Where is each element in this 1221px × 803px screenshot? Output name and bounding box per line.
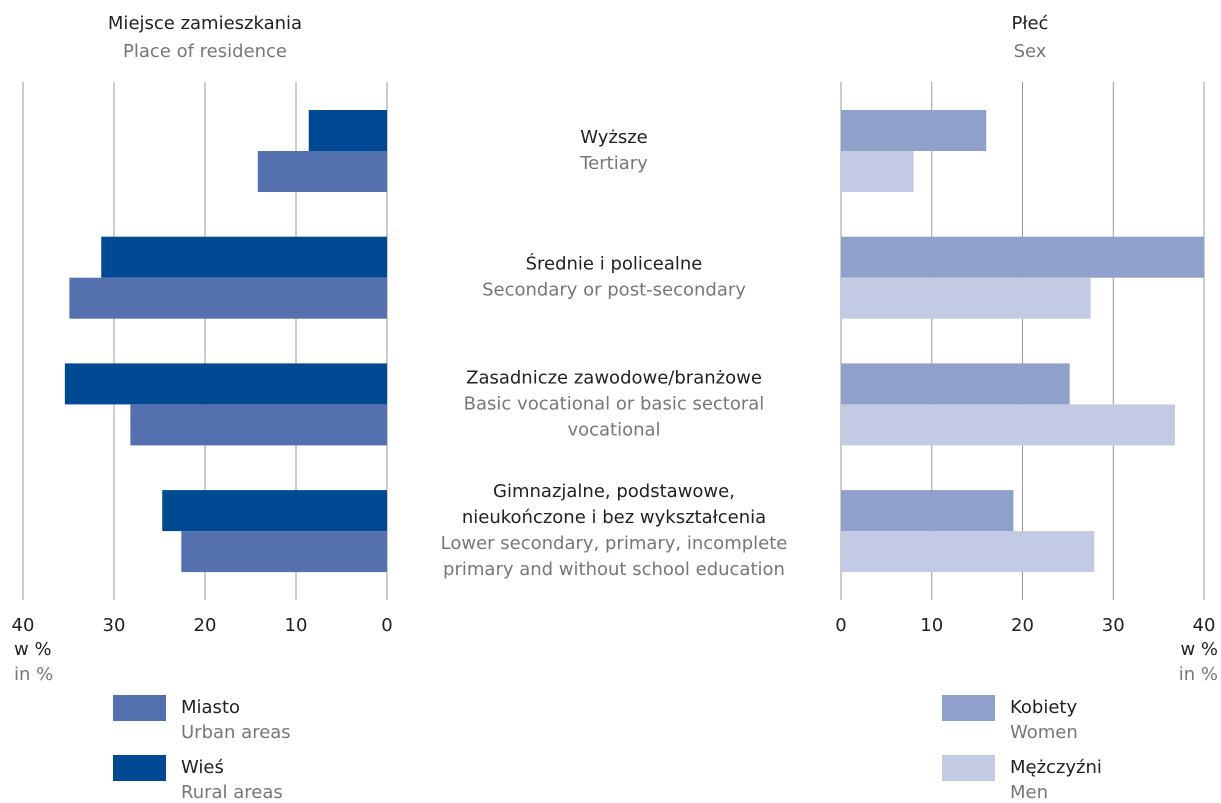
- category-label: Secondary or post-secondary: [482, 280, 746, 301]
- category-label: Wyższe: [580, 127, 647, 148]
- category-label: Gimnazjalne, podstawowe,: [493, 481, 735, 502]
- category-label: Zasadnicze zawodowe/branżowe: [466, 367, 762, 388]
- category-label: vocational: [567, 419, 660, 440]
- category-label: primary and without school education: [443, 559, 785, 580]
- x-tick-label: 30: [103, 615, 126, 636]
- axis-label: in %: [1179, 664, 1218, 685]
- category-label: Basic vocational or basic sectoral: [464, 393, 765, 414]
- legend-swatch: [942, 755, 995, 781]
- chart-title: Miejsce zamieszkania: [108, 13, 302, 34]
- category-label: Średnie i policealne: [526, 253, 703, 275]
- x-tick-label: 10: [920, 615, 943, 636]
- bar: [308, 110, 387, 151]
- chart-title: Płeć: [1012, 13, 1049, 34]
- legend-label: Miasto: [181, 697, 240, 718]
- bar: [130, 404, 387, 446]
- bar: [841, 277, 1091, 319]
- bar: [841, 404, 1175, 446]
- bar: [841, 151, 914, 192]
- bar: [841, 236, 1204, 278]
- x-tick-label: 20: [194, 615, 217, 636]
- axis-label: w %: [1180, 639, 1218, 660]
- legend-swatch: [113, 755, 166, 781]
- bar: [841, 531, 1095, 573]
- x-tick-label: 40: [12, 615, 35, 636]
- bar: [69, 277, 387, 319]
- axis-label: w %: [14, 639, 52, 660]
- bar: [101, 236, 387, 278]
- x-tick-label: 20: [1011, 615, 1034, 636]
- x-tick-label: 30: [1102, 615, 1125, 636]
- chart-subtitle: Place of residence: [123, 41, 287, 62]
- legend-label: Kobiety: [1010, 697, 1077, 718]
- x-tick-label: 40: [1193, 615, 1216, 636]
- legend-label: Wieś: [181, 757, 224, 778]
- category-label: nieukończone i bez wykształcenia: [462, 507, 766, 528]
- chart-subtitle: Sex: [1014, 41, 1047, 62]
- x-tick-label: 0: [381, 615, 392, 636]
- category-label: Lower secondary, primary, incomplete: [441, 533, 788, 554]
- x-tick-label: 10: [285, 615, 308, 636]
- legend-label: Men: [1010, 782, 1048, 803]
- category-label: Tertiary: [579, 153, 648, 174]
- legend-label: Mężczyźni: [1010, 757, 1102, 778]
- legend-swatch: [942, 695, 995, 721]
- bar: [841, 490, 1014, 532]
- bar: [257, 151, 387, 192]
- bar: [841, 110, 987, 151]
- legend-label: Women: [1010, 722, 1078, 743]
- bar: [64, 363, 388, 405]
- legend-label: Rural areas: [181, 782, 283, 803]
- legend-swatch: [113, 695, 166, 721]
- legend-label: Urban areas: [181, 722, 291, 743]
- bar: [181, 531, 387, 573]
- bar: [162, 490, 387, 532]
- bar: [841, 363, 1070, 405]
- x-tick-label: 0: [835, 615, 846, 636]
- axis-label: in %: [14, 664, 53, 685]
